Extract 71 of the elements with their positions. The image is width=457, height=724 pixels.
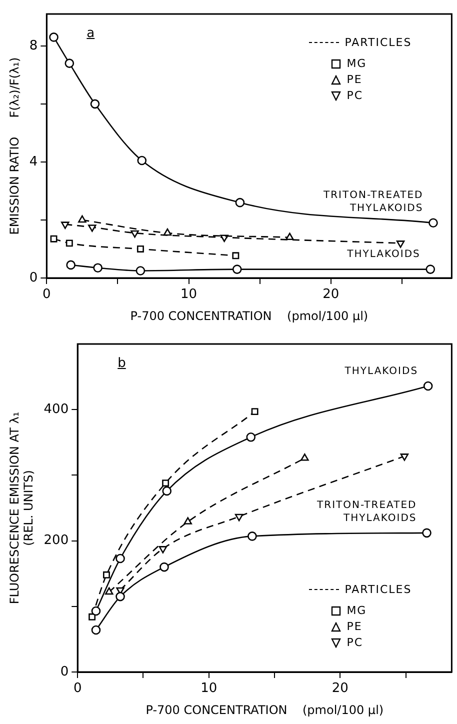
point xyxy=(158,546,168,554)
point xyxy=(90,99,100,109)
point xyxy=(422,528,432,538)
x-tick-label: 10 xyxy=(180,287,198,302)
point xyxy=(64,58,74,68)
annotation: b xyxy=(118,356,126,371)
x-tick-label: 10 xyxy=(200,681,218,696)
legend-label: PE xyxy=(346,620,362,633)
point xyxy=(286,232,294,240)
x-tick-label: 20 xyxy=(332,681,348,696)
point xyxy=(423,381,433,391)
point xyxy=(137,156,147,166)
point xyxy=(400,454,409,461)
point xyxy=(162,486,172,496)
point xyxy=(234,514,244,522)
point xyxy=(116,554,125,564)
legend-label: PE xyxy=(346,73,362,86)
point xyxy=(78,215,86,223)
point xyxy=(103,571,110,578)
point xyxy=(235,198,245,208)
series-label: TRITON-TREATED THYLAKOIDS xyxy=(316,498,417,525)
y-axis-title: EMISSION RATIO F(λ₂)/F(λ₁) xyxy=(7,57,22,235)
point xyxy=(93,263,102,272)
point xyxy=(136,266,146,276)
series-label: THYLAKOIDS xyxy=(346,248,420,262)
point xyxy=(91,606,101,616)
legend-label: PC xyxy=(346,89,364,102)
y-tick-label: 8 xyxy=(29,38,38,54)
series-label: THYLAKOIDS xyxy=(344,364,418,378)
point xyxy=(163,228,172,236)
point xyxy=(88,224,96,232)
legend-title: PARTICLES xyxy=(344,36,412,49)
point xyxy=(232,264,242,274)
legend-label: MG xyxy=(346,57,367,70)
point xyxy=(428,218,438,228)
point xyxy=(88,613,96,620)
point xyxy=(105,587,114,595)
annotation: a xyxy=(86,26,95,41)
series-label: TRITON-TREATED THYLAKOIDS xyxy=(322,188,424,215)
x-axis-title: P-700 CONCENTRATION (pmol/100 µl) xyxy=(146,702,384,717)
y-axis-title: FLUORESCENCE EMISSION AT λ₁ (REL. UNITS) xyxy=(7,412,36,604)
point xyxy=(130,230,139,238)
y-tick-label: 0 xyxy=(29,270,38,286)
point xyxy=(162,480,170,487)
point xyxy=(184,517,192,524)
point xyxy=(66,260,76,270)
point xyxy=(396,240,405,248)
point xyxy=(251,408,258,416)
point xyxy=(50,235,58,242)
y-tick-label: 200 xyxy=(44,533,69,548)
point xyxy=(136,246,144,252)
point xyxy=(426,264,436,274)
point xyxy=(61,222,70,229)
point xyxy=(246,432,256,442)
x-tick-label: 20 xyxy=(322,287,340,302)
point xyxy=(116,592,125,602)
point xyxy=(232,252,240,260)
y-tick-label: 0 xyxy=(60,664,69,680)
legend-label: PC xyxy=(346,636,364,649)
legend-label: MG xyxy=(346,604,367,617)
legend-title: PARTICLES xyxy=(344,583,412,596)
point xyxy=(66,240,73,247)
x-tick-label: 0 xyxy=(73,681,82,696)
y-tick-label: 400 xyxy=(44,402,69,417)
x-axis-title: P-700 CONCENTRATION (pmol/100 µl) xyxy=(130,308,368,323)
point xyxy=(160,562,169,572)
point xyxy=(91,625,101,635)
y-tick-label: 4 xyxy=(29,154,38,170)
point xyxy=(49,32,58,42)
point xyxy=(248,532,257,541)
point xyxy=(300,453,309,461)
